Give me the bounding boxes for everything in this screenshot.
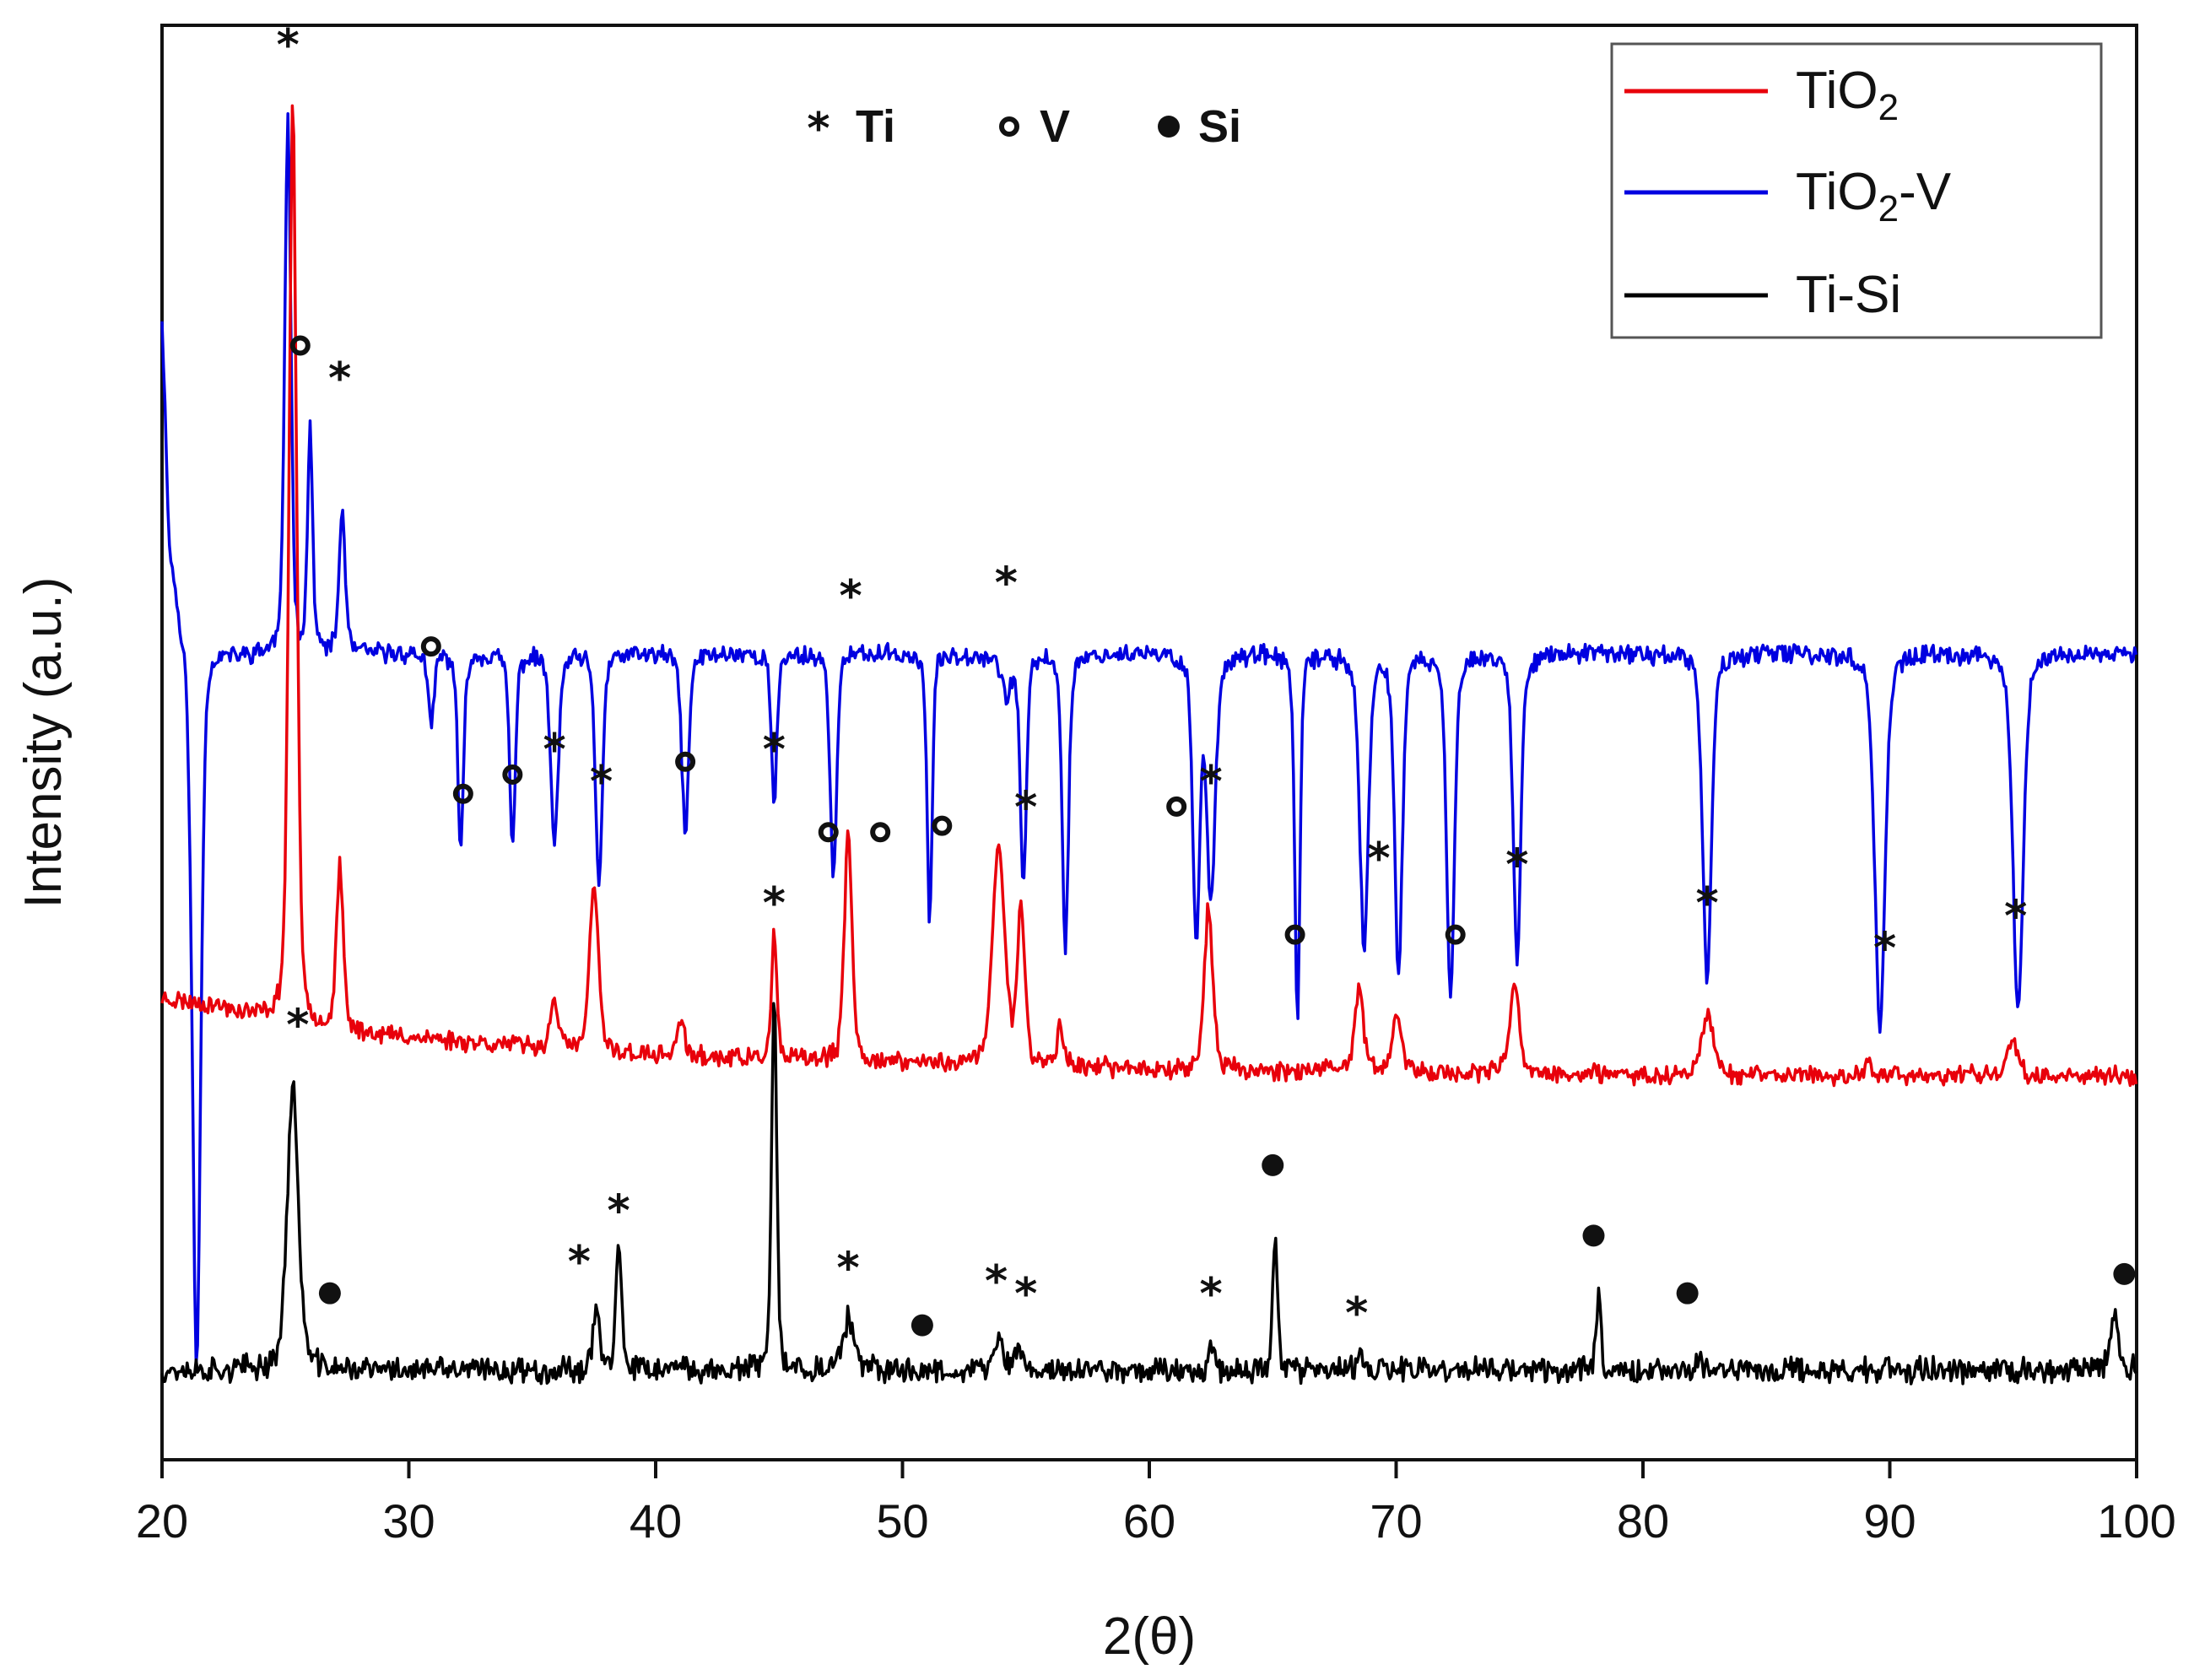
x-tick-label: 80 — [1617, 1494, 1669, 1548]
ti-star-marker: * — [763, 725, 786, 775]
x-axis-ticks: 20 30 40 50 60 70 80 90 100 — [136, 1460, 2176, 1548]
si-filled-circle-marker — [1676, 1282, 1699, 1305]
v-open-circle-marker — [932, 815, 953, 836]
x-tick-label: 100 — [2097, 1494, 2175, 1548]
ti-star-marker: * — [1505, 840, 1528, 891]
ti-star-marker: * — [286, 1000, 309, 1051]
series-line-tio2 — [160, 104, 2138, 1088]
marker-key-open-circle-icon — [999, 116, 1019, 137]
ti-star-marker: * — [1014, 782, 1037, 833]
ti-star-marker: * — [995, 559, 1018, 609]
legend-entry-ti-si: Ti-Si — [1624, 266, 1901, 324]
v-open-circle-marker — [675, 751, 696, 772]
x-axis-title: 2(θ) — [1103, 1607, 1196, 1666]
marker-key-ti-label: Ti — [856, 101, 895, 152]
legend-label-tio2-base: TiO — [1796, 62, 1878, 120]
x-tick-label: 50 — [876, 1494, 928, 1548]
ti-star-marker: * — [543, 725, 565, 775]
ti-star-marker: * — [1014, 1269, 1037, 1320]
ti-star-marker: * — [590, 757, 613, 808]
series-line-tio2-v — [160, 112, 2138, 1365]
x-tick-label: 70 — [1370, 1494, 1422, 1548]
marker-key-filled-circle-icon — [1158, 116, 1180, 138]
legend-entry-tio2: TiO2 — [1624, 62, 1899, 128]
ti-star-marker: * — [839, 571, 862, 622]
legend-label-tio2-v-sub: 2 — [1878, 188, 1899, 230]
marker-key-si-label: Si — [1198, 101, 1241, 152]
si-filled-circle-marker — [318, 1282, 341, 1305]
ti-star-marker: * — [1345, 1288, 1368, 1339]
legend: TiO2 TiO2-V Ti-Si — [1610, 42, 2103, 339]
si-filled-circle-marker — [911, 1314, 933, 1337]
ti-star-marker: * — [2004, 891, 2027, 942]
ti-star-marker: * — [1367, 834, 1390, 884]
v-open-circle-marker — [502, 764, 523, 785]
series-line-ti-si — [160, 1002, 2137, 1386]
ti-star-marker: * — [1873, 923, 1896, 974]
x-tick-label: 30 — [382, 1494, 435, 1548]
v-open-circle-marker — [818, 822, 839, 843]
ti-star-marker: * — [1200, 1269, 1223, 1320]
legend-label-tio2-sub: 2 — [1878, 87, 1899, 128]
marker-key-star-symbol: * — [807, 104, 830, 154]
x-tick-label: 90 — [1863, 1494, 1916, 1548]
ti-star-marker: * — [568, 1237, 591, 1288]
x-tick-label: 20 — [136, 1494, 188, 1548]
marker-key-v-label: V — [1040, 101, 1070, 152]
series-layer — [160, 104, 2138, 1386]
legend-label-tio2: TiO2 — [1796, 62, 1899, 128]
v-open-circle-marker — [870, 822, 891, 843]
v-open-circle-marker — [452, 783, 473, 804]
legend-label-tio2-v-base: TiO — [1796, 163, 1878, 221]
si-filled-circle-marker — [2113, 1262, 2136, 1285]
ti-star-marker: * — [837, 1244, 860, 1294]
ti-star-marker: * — [1695, 878, 1718, 929]
legend-label-tio2-v-suffix: -V — [1899, 163, 1952, 221]
legend-label-ti-si: Ti-Si — [1796, 266, 1901, 324]
si-filled-circle-marker — [1582, 1224, 1605, 1247]
v-open-circle-marker — [420, 636, 441, 657]
v-open-circle-marker — [1284, 924, 1305, 945]
ti-star-marker: * — [608, 1186, 630, 1236]
v-open-circle-marker — [1166, 796, 1187, 817]
marker-key: * Ti V Si — [807, 101, 1241, 154]
ti-star-marker: * — [1200, 757, 1223, 808]
legend-entry-tio2-v: TiO2-V — [1624, 163, 1952, 230]
legend-label-tio2-v: TiO2-V — [1796, 163, 1952, 230]
v-open-circle-marker — [1445, 924, 1466, 945]
x-tick-label: 60 — [1123, 1494, 1175, 1548]
peak-annotations: * * * * * * * * * * * * * * * * * * * * * * * — [277, 20, 2136, 1339]
x-tick-label: 40 — [630, 1494, 682, 1548]
ti-star-marker: * — [328, 354, 351, 404]
y-axis-title: Intensity (a.u.) — [14, 577, 73, 909]
ti-star-marker: * — [763, 878, 786, 929]
ti-star-marker: * — [985, 1256, 1008, 1307]
si-filled-circle-marker — [1262, 1153, 1284, 1176]
ti-star-marker: * — [277, 20, 300, 71]
v-open-circle-marker — [289, 335, 311, 356]
